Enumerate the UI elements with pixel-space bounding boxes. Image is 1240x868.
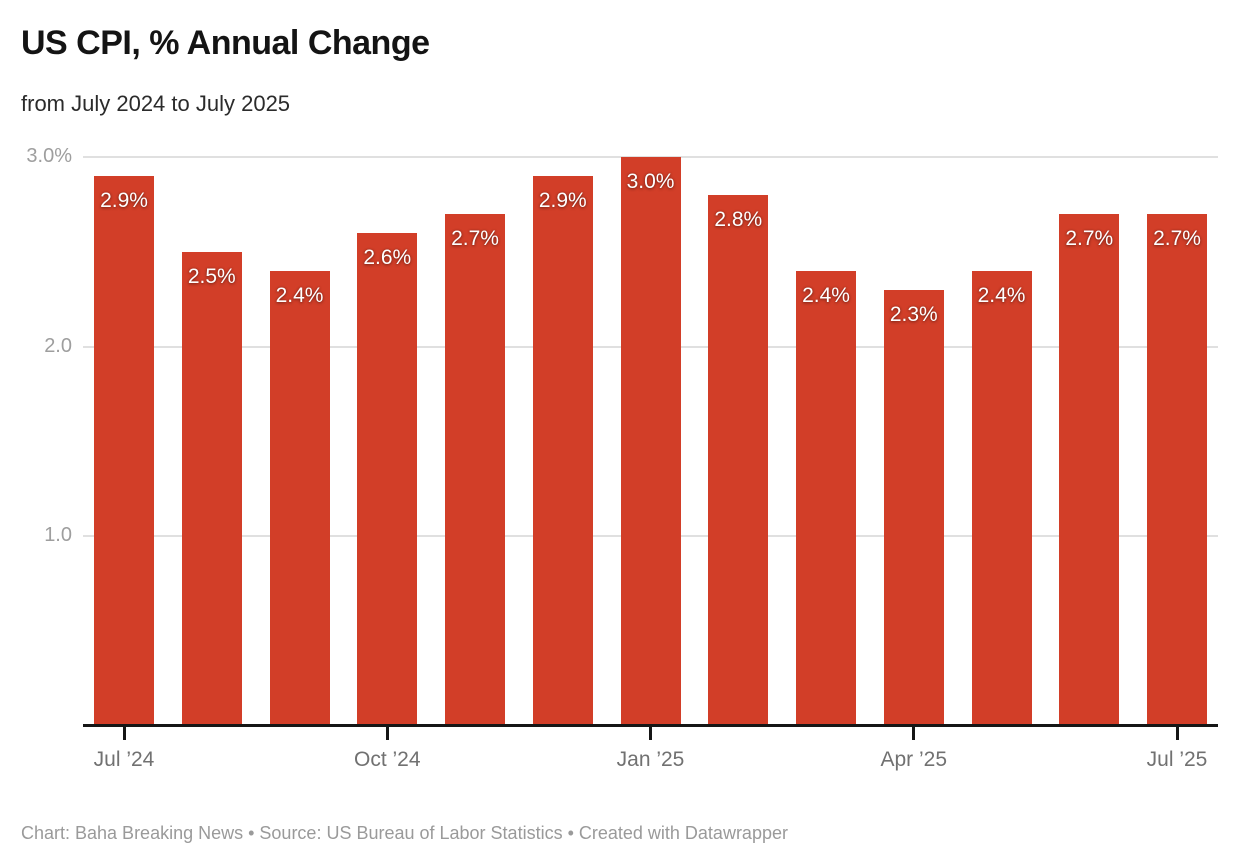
bar: 2.7% xyxy=(1147,213,1207,726)
bar-value-label: 2.3% xyxy=(889,302,938,326)
bar: 3.0% xyxy=(620,157,681,726)
chart-subtitle: from July 2024 to July 2025 xyxy=(21,91,291,116)
bar-value-label: 2.9% xyxy=(538,188,587,212)
y-axis-label: 2.0 xyxy=(44,334,72,357)
bar: 2.3% xyxy=(883,289,944,726)
y-axis-label: 1.0 xyxy=(44,524,72,547)
bar: 2.6% xyxy=(357,232,418,726)
bar-value-label: 2.9% xyxy=(100,188,148,212)
x-axis-label: Oct ’24 xyxy=(353,748,421,771)
chart-footer: Chart: Baha Breaking News • Source: US B… xyxy=(21,823,788,843)
bar-value-label: 2.4% xyxy=(275,283,324,307)
bar-value-label: 3.0% xyxy=(626,170,675,193)
bar: 2.7% xyxy=(445,213,505,726)
bar-value-label: 2.5% xyxy=(187,264,236,288)
bar: 2.9% xyxy=(94,175,154,726)
bar: 2.4% xyxy=(796,270,856,726)
bar-value-label: 2.4% xyxy=(802,283,850,307)
x-axis-tick xyxy=(912,727,916,740)
x-axis-label: Jan ’25 xyxy=(616,748,685,771)
bar-value-label: 2.8% xyxy=(714,207,763,231)
x-axis-label: Jul ’25 xyxy=(1146,748,1208,771)
x-axis-label: Jul ’24 xyxy=(93,748,155,771)
bar-value-label: 2.7% xyxy=(1065,226,1114,250)
y-axis-label: 3.0% xyxy=(26,145,72,167)
x-axis-tick xyxy=(122,727,126,740)
x-axis-tick xyxy=(649,727,652,740)
bar-value-label: 2.6% xyxy=(363,245,412,269)
bar: 2.4% xyxy=(971,270,1032,726)
bar-value-label: 2.7% xyxy=(451,226,499,250)
bar-value-label: 2.7% xyxy=(1153,226,1201,250)
x-axis-label: Apr ’25 xyxy=(880,748,948,771)
x-axis-tick xyxy=(385,727,389,740)
bar: 2.5% xyxy=(181,251,242,726)
bar: 2.9% xyxy=(532,175,593,726)
bar: 2.8% xyxy=(708,194,769,726)
x-axis-tick xyxy=(1175,727,1179,740)
bar: 2.4% xyxy=(269,270,330,726)
chart-title: US CPI, % Annual Change xyxy=(21,24,430,62)
bar: 2.7% xyxy=(1059,213,1120,726)
x-axis-line xyxy=(83,724,1218,727)
bar-value-label: 2.4% xyxy=(977,283,1026,307)
